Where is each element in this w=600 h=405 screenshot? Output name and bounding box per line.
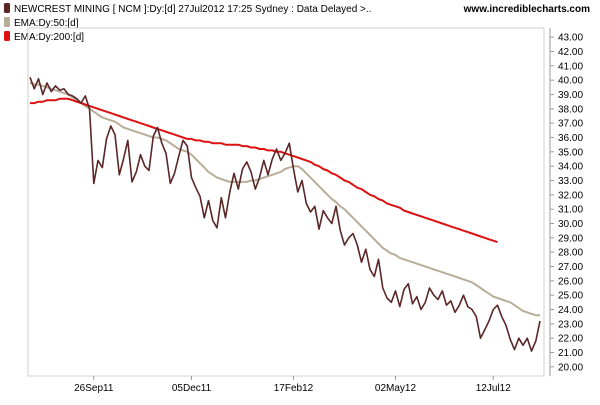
y-tick-label: 29.00: [558, 233, 583, 244]
y-axis-ticks: 20.00 21.00 22.00 23.00 24.00 25.00 26.00 27.00…: [550, 33, 583, 373]
y-tick-label: 31.00: [558, 205, 583, 216]
ema50-line: [29, 82, 540, 317]
y-tick-label: 23.00: [558, 319, 583, 330]
x-tick-label: 02May12: [375, 383, 417, 394]
legend-swatch-ema50: [4, 17, 10, 27]
y-tick-label: 39.00: [558, 90, 583, 101]
legend-label-price: NEWCREST MINING [ NCM ]:Dy:[d] 27Jul2012…: [14, 4, 371, 15]
legend-item-price[interactable]: NEWCREST MINING [ NCM ]:Dy:[d] 27Jul2012…: [4, 3, 371, 15]
y-tick-label: 20.00: [558, 362, 583, 373]
y-tick-label: 36.00: [558, 133, 583, 144]
legend-label-ema200: EMA:Dy:200:[d]: [14, 32, 84, 43]
y-tick-label: 42.00: [558, 47, 583, 58]
y-tick-label: 22.00: [558, 334, 583, 345]
y-tick-label: 41.00: [558, 61, 583, 72]
y-tick-label: 38.00: [558, 104, 583, 115]
y-tick-label: 27.00: [558, 262, 583, 273]
plot-frame: [27, 27, 545, 377]
price-line: [29, 77, 541, 352]
legend-item-ema200[interactable]: EMA:Dy:200:[d]: [4, 31, 84, 43]
y-tick-label: 24.00: [558, 305, 583, 316]
legend-item-ema50[interactable]: EMA:Dy:50:[d]: [4, 17, 79, 29]
legend-label-ema50: EMA:Dy:50:[d]: [14, 18, 79, 29]
x-tick-label: 26Sep11: [74, 383, 114, 394]
x-axis-ticks: 26Sep11 05Dec11 17Feb12 02May12 12Jul12: [74, 376, 511, 394]
legend-swatch-price: [4, 3, 10, 13]
y-tick-label: 35.00: [558, 147, 583, 158]
y-tick-label: 26.00: [558, 276, 583, 287]
y-tick-label: 33.00: [558, 176, 583, 187]
y-tick-label: 37.00: [558, 119, 583, 130]
ema200-line: [30, 97, 498, 244]
y-tick-label: 32.00: [558, 190, 583, 201]
x-tick-label: 12Jul12: [476, 383, 511, 394]
site-link[interactable]: www.incrediblecharts.com: [463, 4, 590, 15]
y-tick-label: 34.00: [558, 162, 583, 173]
x-tick-label: 17Feb12: [274, 383, 314, 394]
y-tick-label: 30.00: [558, 219, 583, 230]
y-tick-label: 43.00: [558, 33, 583, 44]
legend-swatch-ema200: [4, 31, 10, 41]
series-layer: [29, 77, 541, 352]
x-tick-label: 05Dec11: [172, 383, 212, 394]
y-tick-label: 40.00: [558, 76, 583, 87]
legend: NEWCREST MINING [ NCM ]:Dy:[d] 27Jul2012…: [4, 3, 371, 43]
y-tick-label: 21.00: [558, 348, 583, 359]
y-tick-label: 28.00: [558, 248, 583, 259]
y-tick-label: 25.00: [558, 291, 583, 302]
